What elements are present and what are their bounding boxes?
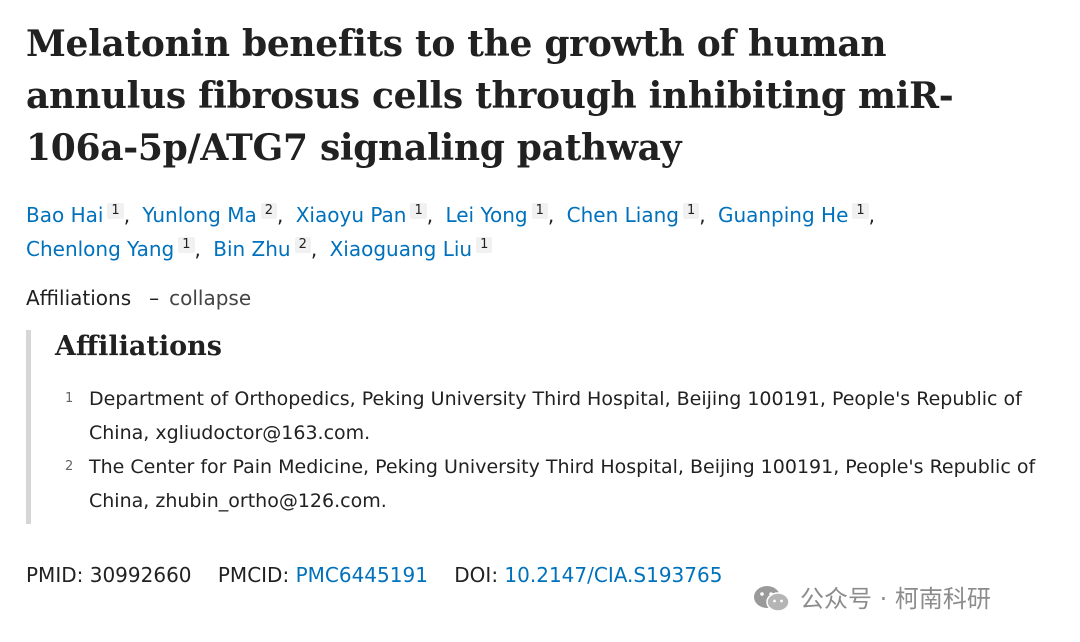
affiliation-item: 1 Department of Orthopedics, Peking Univ… — [65, 382, 1045, 450]
author-item: Yunlong Ma 2, — [142, 203, 289, 227]
pmcid-label: PMCID: — [217, 563, 290, 587]
author-link[interactable]: Bin Zhu — [213, 237, 291, 261]
author-separator: , — [426, 203, 434, 227]
author-item: Bin Zhu 2, — [213, 237, 323, 261]
affiliation-number-button[interactable]: 2 — [294, 237, 311, 253]
author-link[interactable]: Bao Hai — [26, 203, 104, 227]
author-item: Chen Liang 1, — [567, 203, 712, 227]
author-link[interactable]: Xiaoguang Liu — [329, 237, 473, 261]
author-list: Bao Hai 1, Yunlong Ma 2, Xiaoyu Pan 1, Lei … — [26, 198, 1056, 266]
pmid-label: PMID: — [26, 563, 84, 587]
affiliations-panel: Affiliations 1 Department of Orthopedics… — [26, 330, 1045, 524]
author-separator: , — [123, 203, 131, 227]
author-separator: , — [194, 237, 201, 261]
affiliation-number-button[interactable]: 1 — [531, 203, 548, 219]
doi-label: DOI: — [454, 563, 499, 587]
author-separator: , — [699, 203, 706, 227]
author-link[interactable]: Yunlong Ma — [142, 203, 257, 227]
author-separator: , — [310, 237, 318, 261]
author-link[interactable]: Chenlong Yang — [26, 237, 175, 261]
affiliation-text: Department of Orthopedics, Peking Univer… — [89, 388, 1022, 444]
affiliation-number: 2 — [65, 459, 74, 474]
affiliation-text: The Center for Pain Medicine, Peking Uni… — [89, 456, 1036, 512]
article-title: Melatonin benefits to the growth of huma… — [26, 23, 954, 169]
article-header: Melatonin benefits to the growth of huma… — [26, 18, 1056, 590]
author-separator: , — [277, 203, 284, 227]
author-link[interactable]: Lei Yong — [445, 203, 528, 227]
affiliations-heading: Affiliations — [55, 331, 222, 362]
author-item: Guanping He 1, — [718, 203, 881, 227]
affiliation-number-button[interactable]: 2 — [260, 203, 278, 219]
affiliation-number: 1 — [65, 391, 74, 406]
author-item: Xiaoyu Pan 1, — [296, 203, 439, 227]
doi-group: DOI: 10.2147/CIA.S193765 — [454, 563, 722, 587]
author-item: Chenlong Yang 1, — [26, 237, 207, 261]
affiliation-number-button[interactable]: 1 — [178, 237, 195, 253]
collapse-link[interactable]: collapse — [169, 286, 252, 310]
author-link[interactable]: Chen Liang — [566, 203, 679, 227]
affiliations-toggle-label: Affiliations — [26, 286, 132, 310]
affiliations-list: 1 Department of Orthopedics, Peking Univ… — [55, 382, 1045, 518]
article-identifiers: PMID: 30992660 PMCID: PMC6445191 DOI: 10… — [26, 560, 1056, 590]
doi-link[interactable]: 10.2147/CIA.S193765 — [504, 563, 723, 587]
affiliation-number-button[interactable]: 1 — [682, 203, 700, 219]
pmcid-link[interactable]: PMC6445191 — [295, 563, 428, 587]
affiliation-number-button[interactable]: 1 — [476, 237, 493, 253]
author-link[interactable]: Guanping He — [717, 203, 849, 227]
author-separator: , — [868, 203, 876, 227]
author-item: Xiaoguang Liu 1 — [330, 237, 493, 261]
author-separator: , — [547, 203, 555, 227]
watermark-text: 公众号 · 柯南科研 — [800, 585, 991, 613]
author-item: Lei Yong 1, — [445, 203, 560, 227]
author-link[interactable]: Xiaoyu Pan — [295, 203, 407, 227]
author-item: Bao Hai 1, — [26, 203, 136, 227]
pmid-group: PMID: 30992660 — [26, 563, 192, 587]
affiliation-number-button[interactable]: 1 — [107, 203, 124, 219]
wechat-icon — [754, 586, 790, 612]
pmcid-group: PMCID: PMC6445191 — [218, 563, 428, 587]
watermark: 公众号 · 柯南科研 — [752, 584, 991, 614]
affiliation-item: 2 The Center for Pain Medicine, Peking U… — [65, 450, 1045, 518]
pmid-value: 30992660 — [89, 563, 192, 587]
affiliation-number-button[interactable]: 1 — [410, 203, 427, 219]
affiliations-toggle-separator: – — [149, 286, 160, 310]
affiliations-toggle[interactable]: Affiliations – collapse — [26, 283, 251, 313]
affiliation-number-button[interactable]: 1 — [852, 203, 869, 219]
